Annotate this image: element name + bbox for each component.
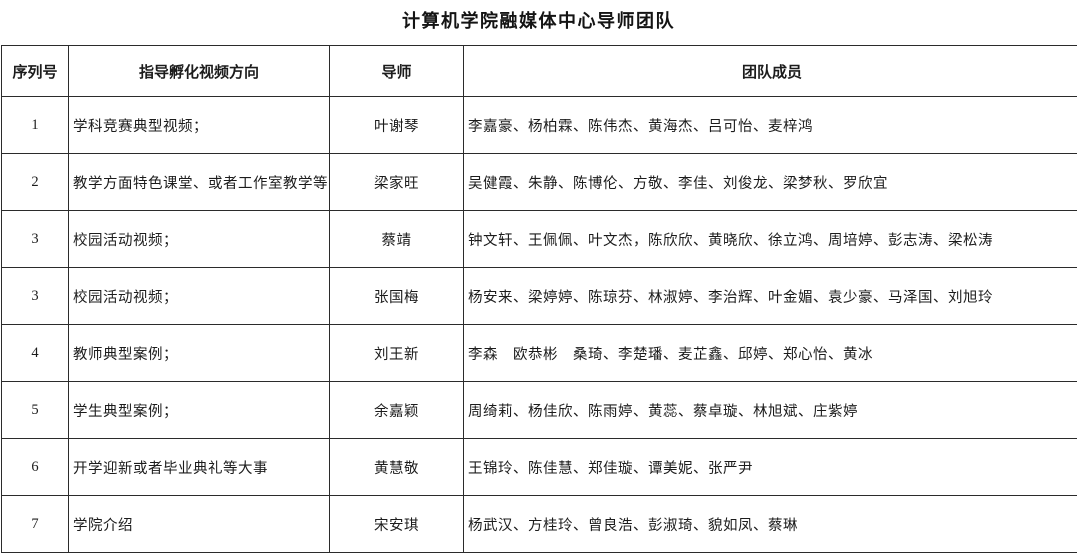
cell-members: 杨安来、梁婷婷、陈琼芬、林淑婷、李治辉、叶金媚、袁少豪、马泽国、刘旭玲 (463, 267, 1077, 325)
cell-members: 吴健霞、朱静、陈博伦、方敬、李佳、刘俊龙、梁梦秋、罗欣宜 (463, 153, 1077, 211)
cell-members: 李森 欧恭彬 桑琦、李楚璠、麦芷鑫、邱婷、郑心怡、黄冰 (463, 324, 1077, 382)
cell-mentor: 叶谢琴 (329, 96, 464, 154)
cell-direction: 开学迎新或者毕业典礼等大事 (68, 438, 330, 496)
cell-mentor: 余嘉颖 (329, 381, 464, 439)
cell-members: 王锦玲、陈佳慧、郑佳璇、谭美妮、张严尹 (463, 438, 1077, 496)
cell-mentor: 刘王新 (329, 324, 464, 382)
cell-members: 钟文轩、王佩佩、叶文杰，陈欣欣、黄晓欣、徐立鸿、周培婷、彭志涛、梁松涛 (463, 210, 1077, 268)
cell-serial-number: 7 (1, 495, 69, 553)
cell-members: 杨武汉、方桂玲、曾良浩、彭淑琦、貌如凤、蔡琳 (463, 495, 1077, 553)
table-row: 3 校园活动视频； 蔡靖 钟文轩、王佩佩、叶文杰，陈欣欣、黄晓欣、徐立鸿、周培婷… (1, 210, 1077, 268)
cell-mentor: 黄慧敬 (329, 438, 464, 496)
cell-mentor: 梁家旺 (329, 153, 464, 211)
cell-direction: 学科竞赛典型视频； (68, 96, 330, 154)
cell-direction: 教学方面特色课堂、或者工作室教学等； (68, 153, 330, 211)
cell-members: 周绮莉、杨佳欣、陈雨婷、黄蕊、蔡卓璇、林旭斌、庄紫婷 (463, 381, 1077, 439)
page-title: 计算机学院融媒体中心导师团队 (402, 11, 675, 31)
cell-serial-number: 4 (1, 324, 69, 382)
cell-serial-number: 1 (1, 96, 69, 154)
cell-direction: 学生典型案例； (68, 381, 330, 439)
cell-direction: 校园活动视频； (68, 267, 330, 325)
table-header-row: 序列号 指导孵化视频方向 导师 团队成员 (1, 45, 1077, 97)
cell-serial-number: 5 (1, 381, 69, 439)
cell-mentor: 蔡靖 (329, 210, 464, 268)
cell-direction: 学院介绍 (68, 495, 330, 553)
header-serial-number: 序列号 (1, 45, 69, 97)
table-row: 1 学科竞赛典型视频； 叶谢琴 李嘉豪、杨柏霖、陈伟杰、黄海杰、吕可怡、麦梓鸿 (1, 96, 1077, 154)
mentor-team-table: 序列号 指导孵化视频方向 导师 团队成员 1 学科竞赛典型视频； 叶谢琴 李嘉豪… (1, 45, 1077, 553)
header-mentor: 导师 (329, 45, 464, 97)
cell-members: 李嘉豪、杨柏霖、陈伟杰、黄海杰、吕可怡、麦梓鸿 (463, 96, 1077, 154)
table-row: 3 校园活动视频； 张国梅 杨安来、梁婷婷、陈琼芬、林淑婷、李治辉、叶金媚、袁少… (1, 267, 1077, 325)
table-row: 7 学院介绍 宋安琪 杨武汉、方桂玲、曾良浩、彭淑琦、貌如凤、蔡琳 (1, 495, 1077, 553)
header-video-direction: 指导孵化视频方向 (68, 45, 330, 97)
cell-serial-number: 6 (1, 438, 69, 496)
cell-mentor: 宋安琪 (329, 495, 464, 553)
cell-direction: 校园活动视频； (68, 210, 330, 268)
cell-serial-number: 2 (1, 153, 69, 211)
cell-serial-number: 3 (1, 210, 69, 268)
table-row: 4 教师典型案例； 刘王新 李森 欧恭彬 桑琦、李楚璠、麦芷鑫、邱婷、郑心怡、黄… (1, 324, 1077, 382)
cell-mentor: 张国梅 (329, 267, 464, 325)
header-team-members: 团队成员 (463, 45, 1077, 97)
table-row: 5 学生典型案例； 余嘉颖 周绮莉、杨佳欣、陈雨婷、黄蕊、蔡卓璇、林旭斌、庄紫婷 (1, 381, 1077, 439)
cell-serial-number: 3 (1, 267, 69, 325)
table-row: 2 教学方面特色课堂、或者工作室教学等； 梁家旺 吴健霞、朱静、陈博伦、方敬、李… (1, 153, 1077, 211)
cell-direction: 教师典型案例； (68, 324, 330, 382)
table-row: 6 开学迎新或者毕业典礼等大事 黄慧敬 王锦玲、陈佳慧、郑佳璇、谭美妮、张严尹 (1, 438, 1077, 496)
